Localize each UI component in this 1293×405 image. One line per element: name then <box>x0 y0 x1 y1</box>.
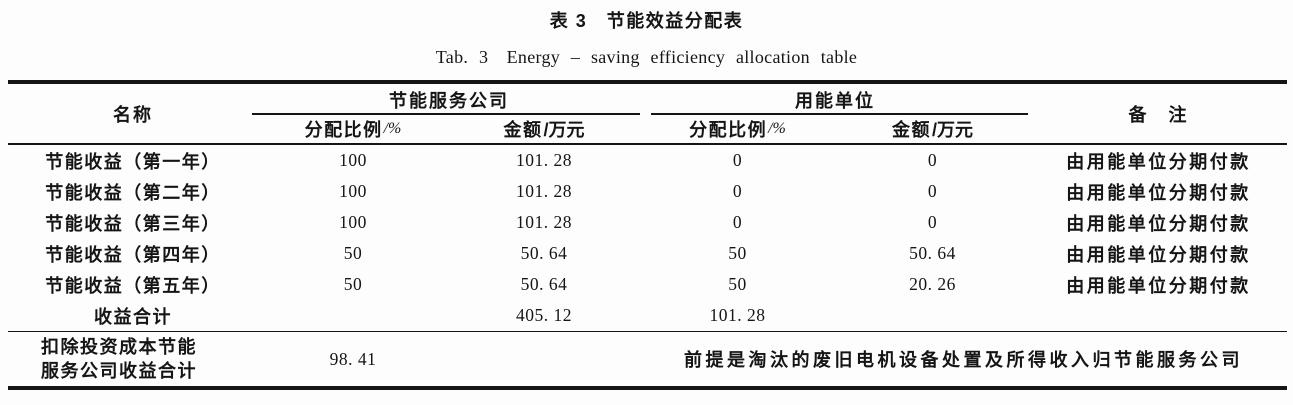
header-group-user: 用能单位 <box>640 84 1030 115</box>
footer-label: 扣除投资成本节能 服务公司收益合计 <box>8 335 258 383</box>
cell-user-ratio: 0 <box>732 212 743 232</box>
cell-name: 节能收益（第二年） <box>45 182 221 203</box>
cell-esp-amount: 101. 28 <box>516 150 572 170</box>
cell-name: 收益合计 <box>94 306 172 327</box>
cell-esp-ratio: 100 <box>339 150 367 170</box>
header-user-amount: 金额/万元 <box>891 120 973 140</box>
cell-remark: 由用能单位分期付款 <box>1066 151 1251 172</box>
cell-esp-ratio: 50 <box>343 274 363 294</box>
cell-esp-amount: 405. 12 <box>516 305 572 325</box>
table-footer-row: 扣除投资成本节能 服务公司收益合计 98. 41 前提是淘汰的废旧电机设备处置及… <box>8 331 1287 386</box>
table-body: 节能收益（第一年） 100 101. 28 0 0 由用能单位分期付款 节能收益… <box>8 145 1287 331</box>
table-row: 节能收益（第二年） 100 101. 28 0 0 由用能单位分期付款 <box>8 176 1287 207</box>
cell-user-amount: 0 <box>927 181 938 201</box>
cell-esp-amount: 50. 64 <box>520 243 568 263</box>
footer-esp-ratio: 98. 41 <box>329 348 377 369</box>
cell-user-amount: 20. 26 <box>909 274 956 294</box>
header-name: 名称 <box>113 104 153 125</box>
header-group-user-label: 用能单位 <box>795 90 875 111</box>
cell-user-amount: 0 <box>927 150 938 170</box>
footer-label-line1: 扣除投资成本节能 <box>41 337 197 357</box>
cell-user-ratio: 50 <box>728 274 747 294</box>
cell-user-ratio: 50 <box>728 243 747 263</box>
cell-remark: 由用能单位分期付款 <box>1066 182 1251 203</box>
cell-esp-amount: 101. 28 <box>516 181 572 201</box>
allocation-table: 名称 节能服务公司 用能单位 分配比例/% 金额/万元 分配比例/% 金额/万元… <box>8 80 1287 390</box>
footer-label-line2: 服务公司收益合计 <box>41 361 197 381</box>
cell-user-ratio: 0 <box>732 181 743 201</box>
cell-remark: 由用能单位分期付款 <box>1066 275 1251 296</box>
table-row: 节能收益（第四年） 50 50. 64 50 50. 64 由用能单位分期付款 <box>8 238 1287 269</box>
table-caption: 表 3 节能效益分配表 Tab. 3 Energy – saving effic… <box>0 7 1293 69</box>
cell-remark: 由用能单位分期付款 <box>1066 244 1251 265</box>
cell-esp-ratio: 100 <box>339 181 367 201</box>
user-group-underline <box>651 113 1028 115</box>
cell-esp-amount: 101. 28 <box>516 212 572 232</box>
cell-user-amount: 0 <box>927 212 938 232</box>
table-row: 节能收益（第三年） 100 101. 28 0 0 由用能单位分期付款 <box>8 207 1287 238</box>
cell-name: 节能收益（第三年） <box>45 213 221 234</box>
header-remark: 备 注 <box>1128 104 1189 125</box>
esp-group-underline <box>252 113 640 115</box>
cell-name: 节能收益（第五年） <box>45 275 221 296</box>
header-esp-amount: 金额/万元 <box>503 120 585 140</box>
header-group-esp: 节能服务公司 <box>252 84 640 115</box>
cell-name: 节能收益（第四年） <box>45 244 221 265</box>
table-row-total: 收益合计 405. 12 101. 28 <box>8 300 1287 331</box>
table-row: 节能收益（第一年） 100 101. 28 0 0 由用能单位分期付款 <box>8 145 1287 176</box>
table-row: 节能收益（第五年） 50 50. 64 50 20. 26 由用能单位分期付款 <box>8 269 1287 300</box>
header-user-ratio: 分配比例/% <box>689 120 786 140</box>
cell-esp-amount: 50. 64 <box>520 274 568 294</box>
footer-note: 前提是淘汰的废旧电机设备处置及所得收入归节能服务公司 <box>684 350 1243 370</box>
cell-user-amount: 50. 64 <box>909 243 956 263</box>
caption-zh: 表 3 节能效益分配表 <box>549 11 744 31</box>
cell-esp-ratio: 50 <box>343 243 363 263</box>
cell-remark: 由用能单位分期付款 <box>1066 213 1251 234</box>
cell-user-ratio: 101. 28 <box>709 305 766 325</box>
caption-en: Tab. 3 Energy – saving efficiency alloca… <box>435 47 858 67</box>
header-esp-ratio: 分配比例/% <box>304 120 402 140</box>
cell-user-ratio: 0 <box>732 150 743 170</box>
header-group-esp-label: 节能服务公司 <box>389 90 509 111</box>
cell-esp-ratio: 100 <box>339 212 367 232</box>
cell-name: 节能收益（第一年） <box>45 151 221 172</box>
table-header: 名称 节能服务公司 用能单位 分配比例/% 金额/万元 分配比例/% 金额/万元… <box>8 84 1287 145</box>
